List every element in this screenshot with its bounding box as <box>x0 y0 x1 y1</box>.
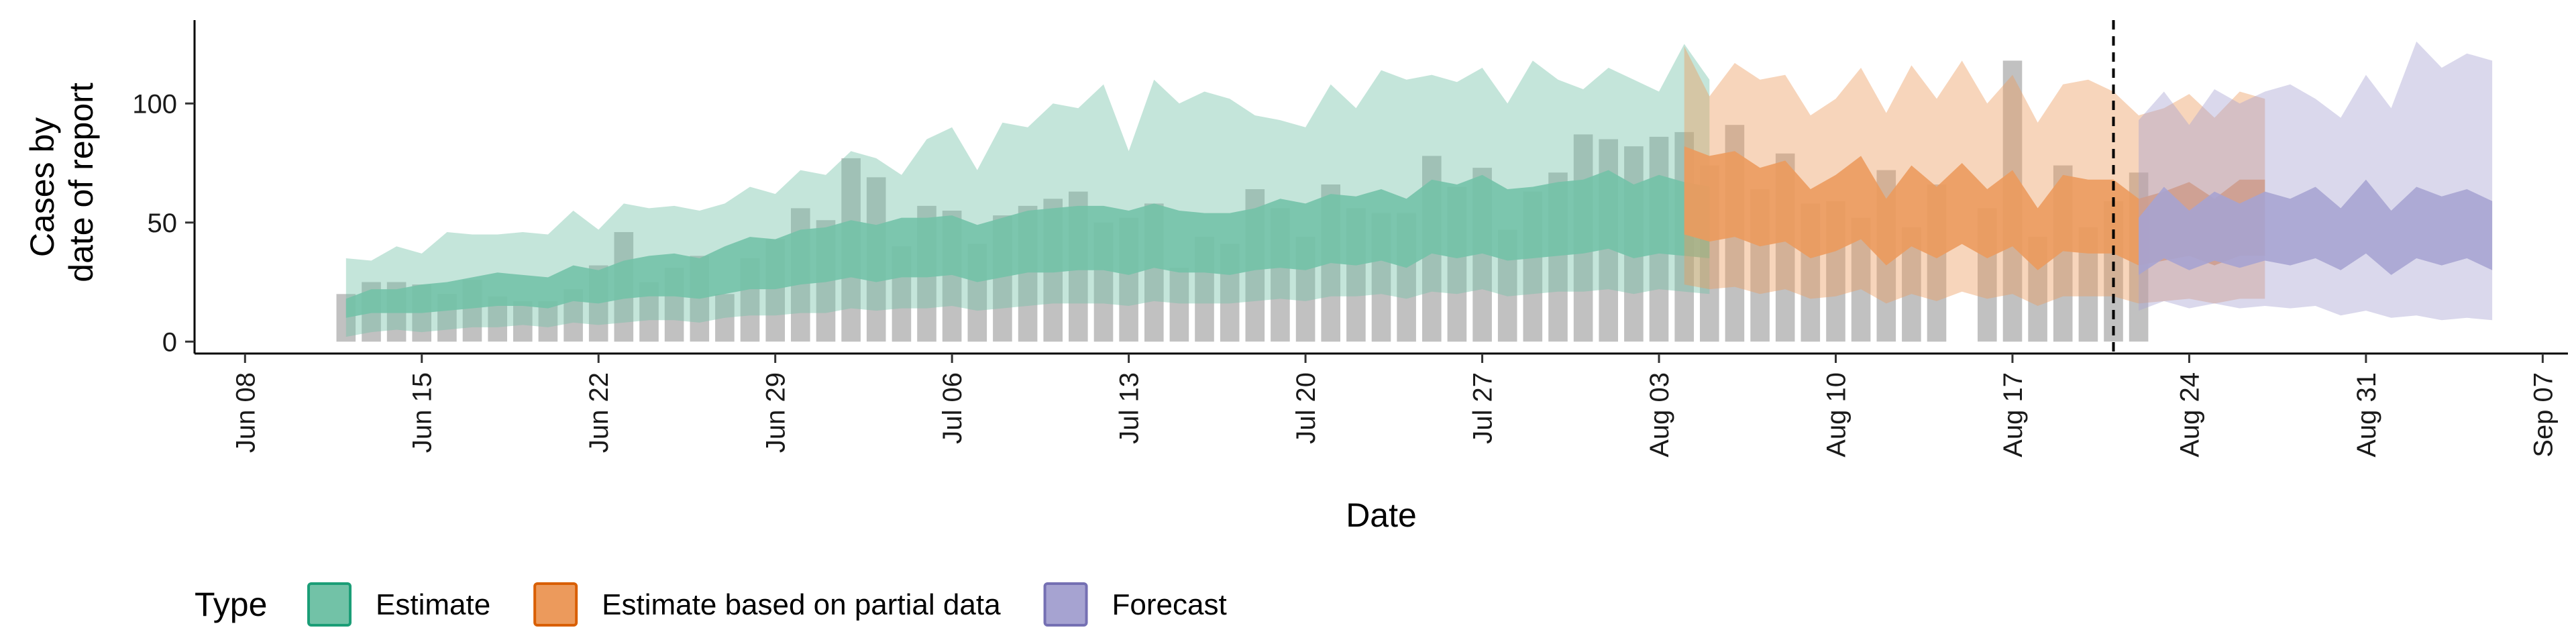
legend-label: Forecast <box>1112 588 1227 621</box>
x-tick-label: Sep 07 <box>2528 372 2558 458</box>
outer-band <box>2139 41 2493 321</box>
legend-label: Estimate <box>376 588 490 621</box>
x-tick-label: Jun 08 <box>231 372 260 453</box>
y-tick-label: 0 <box>162 327 177 357</box>
legend-title: Type <box>195 586 267 623</box>
legend-label: Estimate based on partial data <box>602 588 1001 621</box>
estimate-bands <box>345 41 2493 337</box>
x-tick-label: Jul 06 <box>938 372 967 444</box>
x-axis-ticks: Jun 08 Jun 15 Jun 22 Jun 29 Jul 06 Jul 13 Jul … <box>231 354 2558 458</box>
reported-cases-bar <box>513 301 533 342</box>
x-axis-title: Date <box>1346 496 1417 534</box>
reported-cases-bar <box>715 294 735 342</box>
inner-band <box>345 170 1710 318</box>
legend-key <box>1043 582 1088 627</box>
x-tick-label: Jun 29 <box>761 372 791 453</box>
y-axis-title: Cases by date of report <box>23 83 100 282</box>
x-tick-label: Jul 13 <box>1115 372 1144 444</box>
legend-key <box>307 582 352 627</box>
x-tick-label: Jun 15 <box>408 372 437 453</box>
y-axis-title-line-1: Cases by <box>23 117 61 257</box>
x-tick-label: Jun 22 <box>584 372 614 453</box>
x-tick-label: Jul 27 <box>1468 372 1498 444</box>
inner-band <box>1684 146 2265 270</box>
legend-key <box>533 582 578 627</box>
x-tick-label: Aug 03 <box>1645 372 1674 458</box>
y-axis-ticks: 0 50 100 <box>132 89 195 357</box>
axes <box>193 20 2568 355</box>
reported-cases-bar <box>1169 268 1189 342</box>
x-tick-label: Jul 20 <box>1291 372 1321 444</box>
x-tick-label: Aug 10 <box>1821 372 1851 458</box>
y-tick-label: 50 <box>148 209 178 238</box>
x-tick-label: Aug 24 <box>2175 372 2204 458</box>
inner-band <box>2139 179 2493 275</box>
legend-entries: Estimate Estimate based on partial data Fo… <box>307 582 1227 627</box>
x-tick-label: Aug 31 <box>2352 372 2381 458</box>
y-axis-title-line-2: date of report <box>62 83 100 282</box>
x-tick-label: Aug 17 <box>1998 372 2028 458</box>
legend: Type Estimate Estimate based on partial d… <box>195 582 1227 627</box>
y-tick-label: 100 <box>132 89 177 119</box>
